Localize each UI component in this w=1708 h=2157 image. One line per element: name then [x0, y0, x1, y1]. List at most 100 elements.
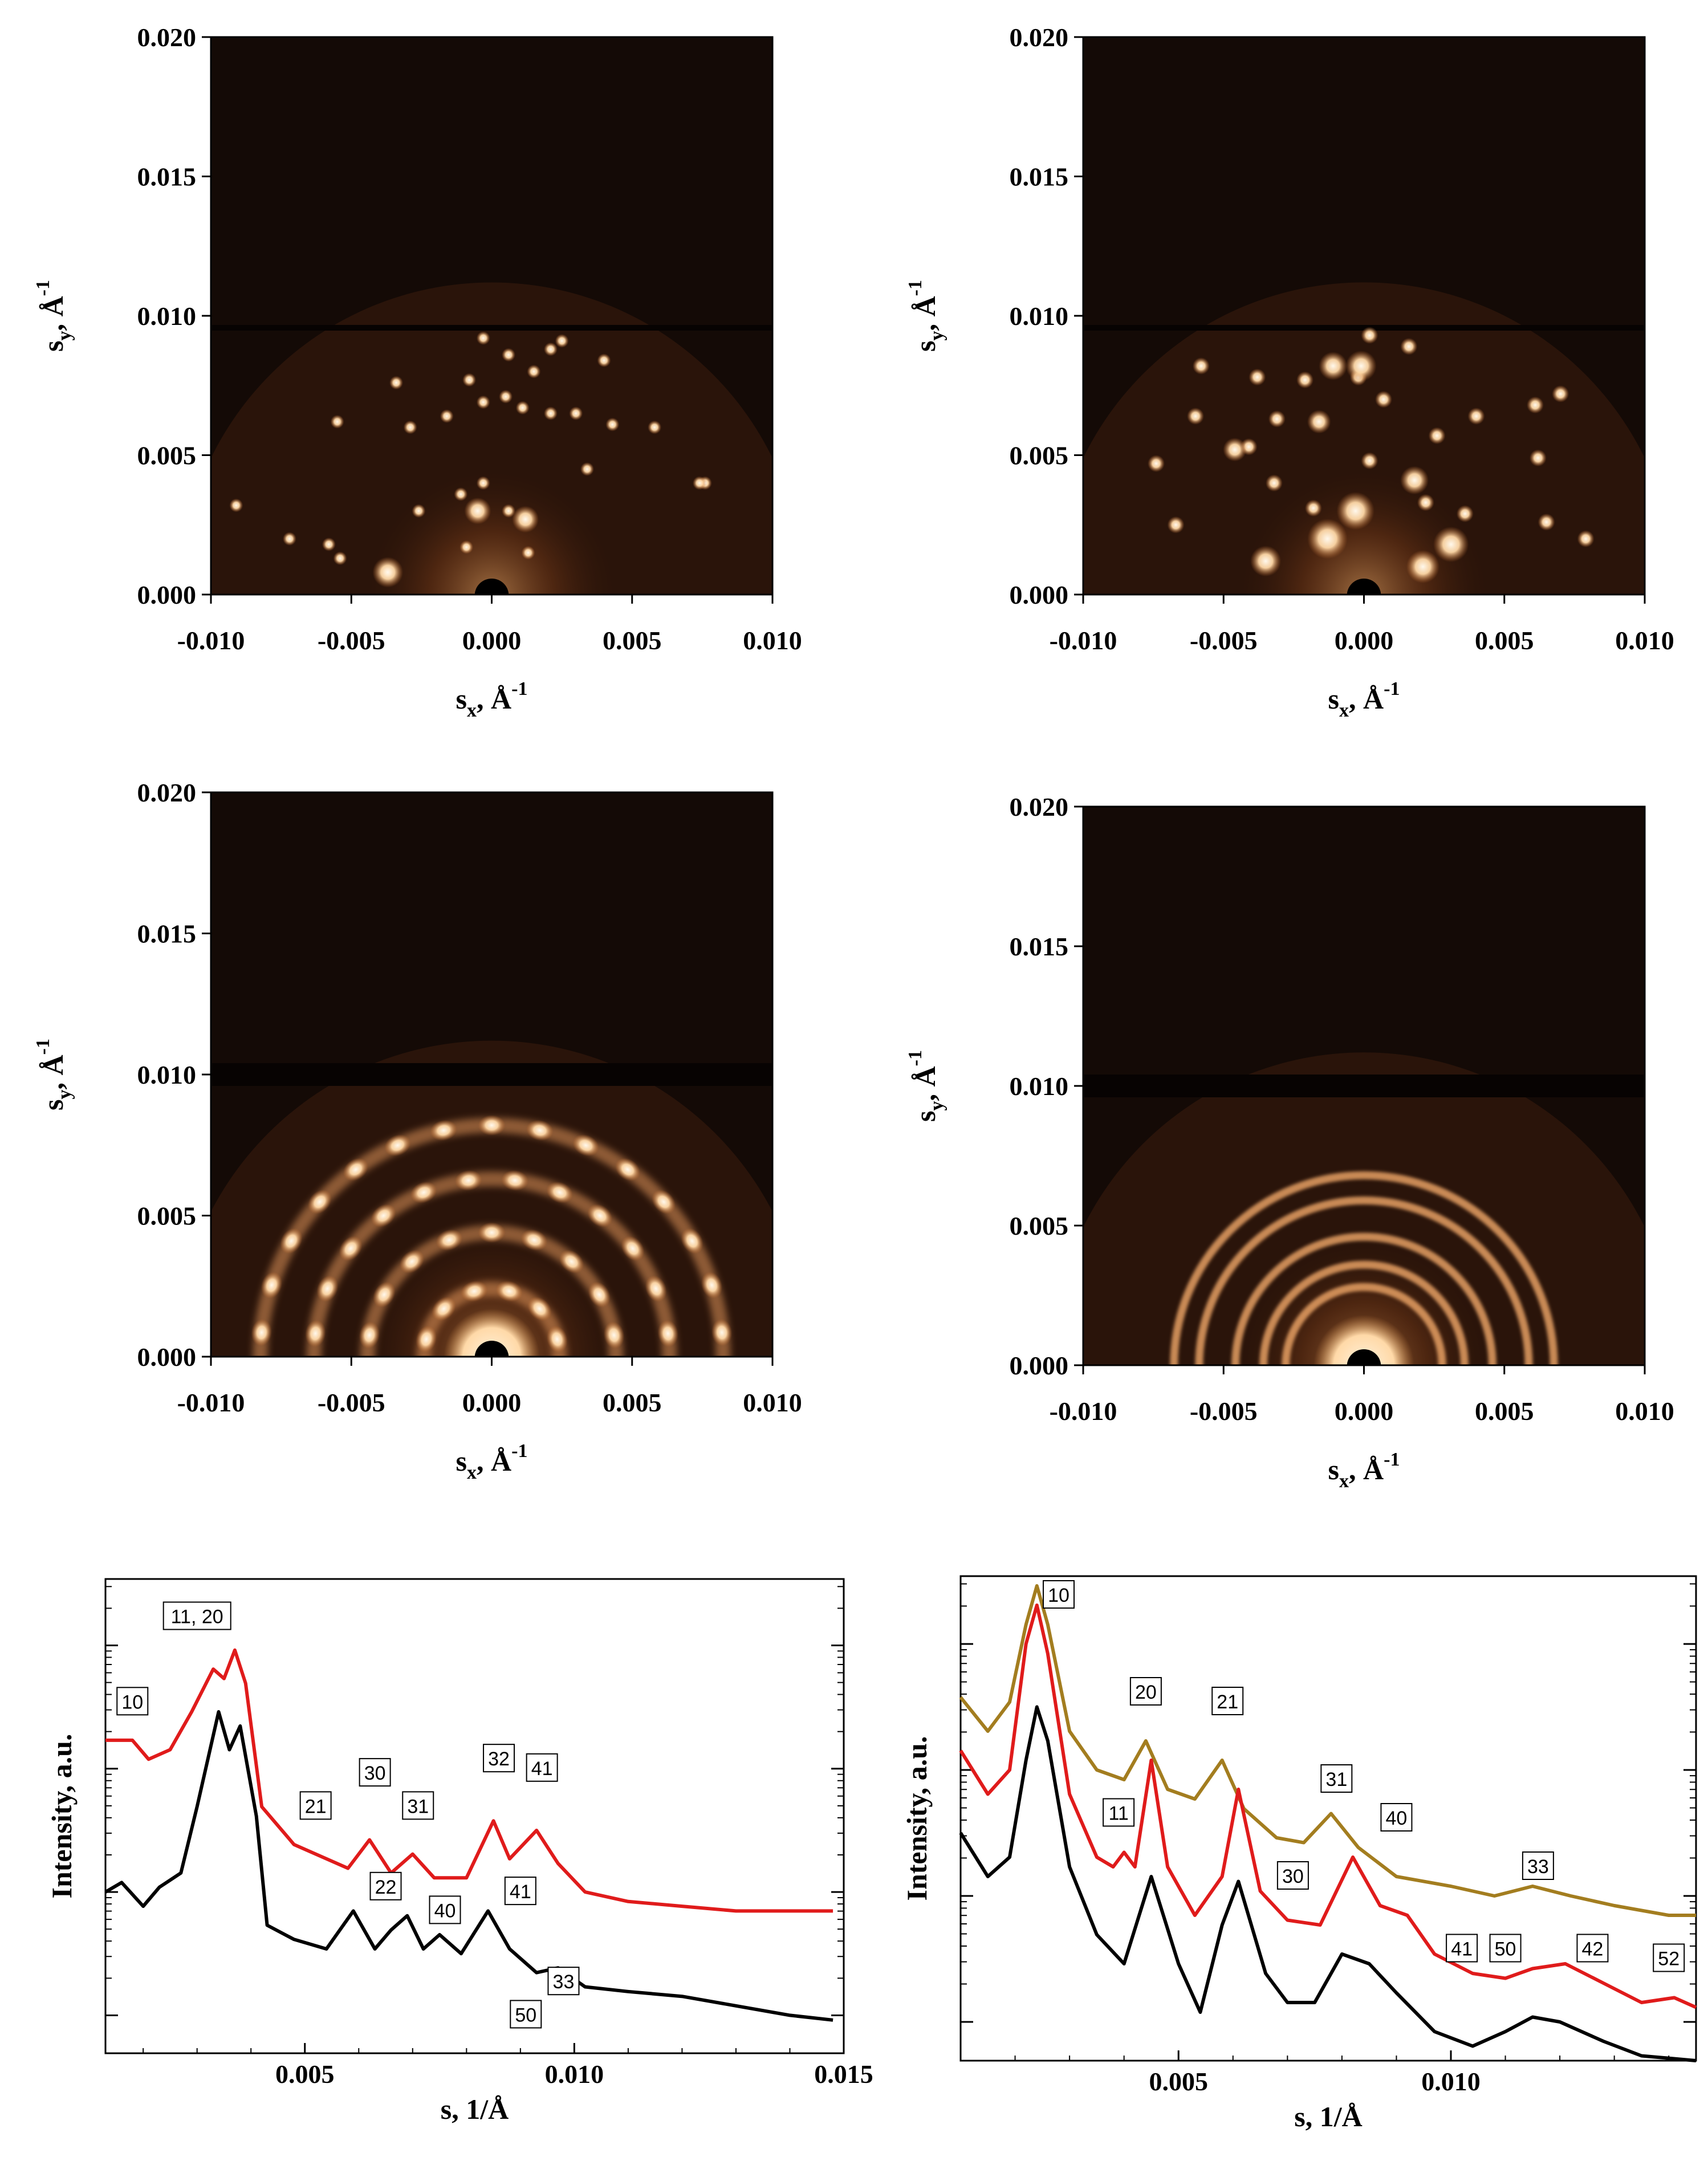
peak-label-box: [1446, 1934, 1478, 1963]
diffraction-spot: [476, 476, 490, 490]
x-tick-label: 0.005: [1149, 2067, 1208, 2096]
peak-label-box: [526, 1753, 558, 1782]
peak-label-box: [429, 1895, 461, 1924]
diffraction-spot: [229, 498, 243, 512]
diffraction-spot: [512, 506, 539, 533]
peak-label-box: [299, 1791, 332, 1820]
diffraction-spot: [597, 353, 611, 368]
diffraction-spot: [1456, 505, 1474, 523]
series-line-black: [104, 1710, 833, 2022]
diffraction-spot: [569, 406, 583, 421]
diffraction-spot: [621, 1236, 645, 1261]
diffraction-ring: [1170, 1171, 1558, 1365]
peak-label: 11: [1108, 1803, 1128, 1825]
detector-gap-band: [1083, 325, 1645, 331]
y-tick-label: 0.000: [1010, 1351, 1069, 1380]
diffraction-ring: [1282, 1283, 1446, 1365]
diffraction-spot: [372, 557, 404, 588]
peak-label: 21: [305, 1796, 327, 1817]
y-axis-label: sy, Å-1: [32, 1039, 75, 1110]
diffraction-spot: [1552, 385, 1569, 402]
diffraction-spot: [464, 497, 491, 524]
diffraction-spot: [339, 1236, 363, 1261]
diffraction-spot: [515, 401, 530, 415]
peak-label: 40: [1386, 1808, 1408, 1829]
axes-frame: [959, 1575, 1697, 2062]
y-tick-label: 0.000: [137, 1342, 197, 1371]
x-tick-label: 0.010: [743, 626, 802, 655]
x-tick-label: 0.010: [743, 1388, 802, 1417]
y-tick-label: 0.005: [1010, 441, 1069, 470]
diffraction-spot: [454, 1170, 482, 1191]
diffraction-spot: [432, 1296, 456, 1321]
diffraction-spot: [615, 1158, 641, 1181]
diffraction-spot: [587, 1204, 613, 1228]
peak-label-box: [483, 1744, 515, 1773]
diffraction-spot: [1526, 396, 1544, 414]
diffraction-spot: [502, 504, 516, 518]
diffraction-spot: [261, 1272, 283, 1299]
detector-gap-band: [211, 1063, 772, 1086]
y-tick-label: 0.020: [1010, 792, 1069, 821]
y-tick-label: 0.010: [137, 302, 197, 331]
peak-label: 21: [1217, 1691, 1238, 1713]
diffraction-spot: [645, 1275, 667, 1302]
diffraction-spot: [1538, 513, 1555, 531]
diffraction-spot: [1400, 466, 1429, 495]
diffraction-spot: [502, 348, 516, 362]
x-tick-label: 0.010: [545, 2060, 604, 2089]
peak-label: 31: [407, 1796, 429, 1817]
diffraction-spot: [526, 1120, 554, 1141]
peak-label: 31: [1325, 1769, 1347, 1790]
detector-region: [211, 1040, 772, 1357]
diffraction-spot: [461, 1280, 488, 1302]
peak-label-box: [1576, 1934, 1609, 1963]
peak-label: 20: [1135, 1682, 1157, 1703]
detector-gap-band: [211, 325, 772, 331]
diffraction-spot: [389, 376, 404, 390]
peak-label-box: [1320, 1764, 1353, 1793]
pattern-image: [1083, 1052, 1645, 1365]
peak-label: 50: [1495, 1939, 1516, 1960]
diffraction-spot: [1319, 352, 1348, 380]
diffraction-spot: [333, 551, 347, 565]
diffraction-spot: [462, 373, 477, 387]
peak-label: 33: [1527, 1856, 1549, 1878]
y-axis-label: sy, Å-1: [905, 1050, 947, 1122]
central-halo: [366, 469, 617, 595]
diffraction-spot: [399, 1250, 425, 1273]
diffraction-spot: [1577, 530, 1595, 548]
diffraction-spot: [316, 1275, 339, 1302]
x-tick-label: -0.005: [1190, 1397, 1258, 1426]
diffraction-spot: [701, 1272, 723, 1299]
x-axis-label: sx, Å-1: [456, 1440, 528, 1483]
diffraction-spot: [403, 420, 417, 434]
detector-gap-band: [1083, 1075, 1645, 1097]
x-tick-label: -0.005: [318, 1388, 385, 1417]
peak-label: 32: [488, 1748, 510, 1770]
y-tick-label: 0.000: [137, 580, 197, 609]
diffraction-spot: [1406, 550, 1440, 584]
detector-region: [1083, 282, 1645, 595]
peak-label-box: [1103, 1798, 1135, 1827]
diffraction-spot: [1433, 526, 1469, 563]
diffraction-spot: [476, 395, 490, 409]
peak-label-box: [1211, 1687, 1244, 1715]
diffraction-spot: [280, 1228, 303, 1254]
series-line-red: [959, 1603, 1697, 2009]
x-tick-label: -0.010: [1050, 1397, 1117, 1426]
diffraction-spot: [1187, 408, 1204, 425]
diffraction-spot: [454, 487, 468, 501]
diffraction-spot: [1268, 410, 1286, 428]
diffraction-spot: [282, 532, 296, 546]
diffraction-spot: [527, 364, 541, 379]
diffraction-spot: [555, 334, 569, 348]
diffraction-spot: [543, 342, 558, 356]
diffraction-spot: [499, 389, 513, 404]
diffraction-spot: [1307, 410, 1331, 434]
x-tick-label: 0.000: [1335, 1397, 1394, 1426]
diffraction-spot: [305, 1320, 326, 1348]
peak-label: 42: [1582, 1939, 1604, 1960]
diffraction-spot: [1400, 337, 1418, 355]
